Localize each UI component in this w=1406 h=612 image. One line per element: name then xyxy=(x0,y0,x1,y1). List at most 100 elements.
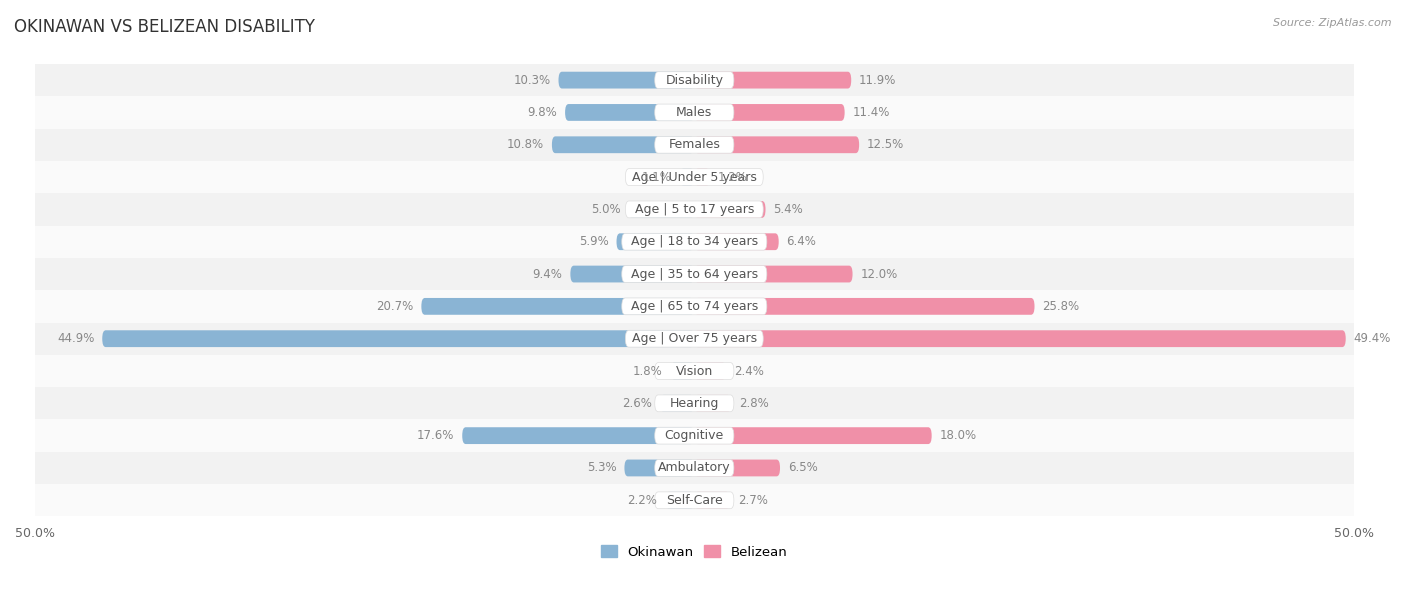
FancyBboxPatch shape xyxy=(621,298,766,315)
Bar xyxy=(35,193,1354,226)
Text: Males: Males xyxy=(676,106,713,119)
Text: 2.2%: 2.2% xyxy=(627,494,658,507)
Text: 2.8%: 2.8% xyxy=(740,397,769,410)
FancyBboxPatch shape xyxy=(695,330,1346,347)
FancyBboxPatch shape xyxy=(655,427,734,444)
FancyBboxPatch shape xyxy=(565,104,695,121)
Bar xyxy=(35,258,1354,290)
Text: Age | 18 to 34 years: Age | 18 to 34 years xyxy=(631,235,758,248)
FancyBboxPatch shape xyxy=(695,169,710,185)
Text: 25.8%: 25.8% xyxy=(1042,300,1080,313)
Text: 5.9%: 5.9% xyxy=(579,235,609,248)
FancyBboxPatch shape xyxy=(695,362,725,379)
FancyBboxPatch shape xyxy=(655,72,734,89)
Text: Age | Over 75 years: Age | Over 75 years xyxy=(631,332,756,345)
FancyBboxPatch shape xyxy=(624,460,695,476)
Text: 2.4%: 2.4% xyxy=(734,365,763,378)
FancyBboxPatch shape xyxy=(571,266,695,283)
Text: 5.4%: 5.4% xyxy=(773,203,803,216)
Bar xyxy=(35,452,1354,484)
Text: Age | 35 to 64 years: Age | 35 to 64 years xyxy=(631,267,758,280)
FancyBboxPatch shape xyxy=(655,492,734,509)
FancyBboxPatch shape xyxy=(695,298,1035,315)
Text: 11.9%: 11.9% xyxy=(859,73,897,87)
Text: 2.7%: 2.7% xyxy=(738,494,768,507)
FancyBboxPatch shape xyxy=(626,330,763,347)
Legend: Okinawan, Belizean: Okinawan, Belizean xyxy=(596,540,793,564)
Text: 9.4%: 9.4% xyxy=(533,267,562,280)
Text: 1.1%: 1.1% xyxy=(643,171,672,184)
Text: Age | 65 to 74 years: Age | 65 to 74 years xyxy=(631,300,758,313)
Text: Self-Care: Self-Care xyxy=(666,494,723,507)
Bar xyxy=(35,484,1354,517)
FancyBboxPatch shape xyxy=(695,395,731,412)
FancyBboxPatch shape xyxy=(695,492,730,509)
FancyBboxPatch shape xyxy=(665,492,695,509)
FancyBboxPatch shape xyxy=(695,201,765,218)
FancyBboxPatch shape xyxy=(422,298,695,315)
Text: 6.4%: 6.4% xyxy=(786,235,817,248)
FancyBboxPatch shape xyxy=(616,233,695,250)
FancyBboxPatch shape xyxy=(558,72,695,89)
Text: 12.5%: 12.5% xyxy=(868,138,904,151)
Text: Cognitive: Cognitive xyxy=(665,429,724,442)
Bar xyxy=(35,161,1354,193)
Text: 10.3%: 10.3% xyxy=(513,73,551,87)
Text: 49.4%: 49.4% xyxy=(1354,332,1391,345)
FancyBboxPatch shape xyxy=(628,201,695,218)
FancyBboxPatch shape xyxy=(626,201,763,218)
FancyBboxPatch shape xyxy=(626,169,763,185)
FancyBboxPatch shape xyxy=(695,460,780,476)
Text: Hearing: Hearing xyxy=(669,397,718,410)
FancyBboxPatch shape xyxy=(695,136,859,153)
Bar xyxy=(35,226,1354,258)
FancyBboxPatch shape xyxy=(695,104,845,121)
Text: 11.4%: 11.4% xyxy=(852,106,890,119)
Text: OKINAWAN VS BELIZEAN DISABILITY: OKINAWAN VS BELIZEAN DISABILITY xyxy=(14,18,315,36)
FancyBboxPatch shape xyxy=(671,362,695,379)
Text: 10.8%: 10.8% xyxy=(508,138,544,151)
FancyBboxPatch shape xyxy=(553,136,695,153)
FancyBboxPatch shape xyxy=(695,266,852,283)
FancyBboxPatch shape xyxy=(655,104,734,121)
Bar xyxy=(35,419,1354,452)
FancyBboxPatch shape xyxy=(621,266,766,283)
Text: 18.0%: 18.0% xyxy=(939,429,977,442)
Text: Source: ZipAtlas.com: Source: ZipAtlas.com xyxy=(1274,18,1392,28)
Text: 12.0%: 12.0% xyxy=(860,267,897,280)
FancyBboxPatch shape xyxy=(655,395,734,412)
FancyBboxPatch shape xyxy=(463,427,695,444)
Text: 2.6%: 2.6% xyxy=(623,397,652,410)
Text: 6.5%: 6.5% xyxy=(787,461,818,474)
Text: 20.7%: 20.7% xyxy=(377,300,413,313)
Bar xyxy=(35,323,1354,355)
Text: Ambulatory: Ambulatory xyxy=(658,461,731,474)
FancyBboxPatch shape xyxy=(655,136,734,153)
FancyBboxPatch shape xyxy=(659,395,695,412)
Text: Vision: Vision xyxy=(676,365,713,378)
FancyBboxPatch shape xyxy=(695,427,932,444)
Bar xyxy=(35,355,1354,387)
Text: 5.0%: 5.0% xyxy=(591,203,620,216)
Text: 44.9%: 44.9% xyxy=(58,332,94,345)
Text: 1.8%: 1.8% xyxy=(633,365,662,378)
Bar xyxy=(35,290,1354,323)
Bar xyxy=(35,129,1354,161)
Bar xyxy=(35,64,1354,96)
Bar xyxy=(35,96,1354,129)
Text: 5.3%: 5.3% xyxy=(586,461,616,474)
Text: Disability: Disability xyxy=(665,73,723,87)
FancyBboxPatch shape xyxy=(681,169,695,185)
FancyBboxPatch shape xyxy=(655,362,734,379)
Text: Females: Females xyxy=(668,138,720,151)
FancyBboxPatch shape xyxy=(695,72,851,89)
Text: Age | Under 5 years: Age | Under 5 years xyxy=(631,171,756,184)
Text: 17.6%: 17.6% xyxy=(418,429,454,442)
FancyBboxPatch shape xyxy=(695,233,779,250)
FancyBboxPatch shape xyxy=(103,330,695,347)
FancyBboxPatch shape xyxy=(655,460,734,476)
Text: Age | 5 to 17 years: Age | 5 to 17 years xyxy=(634,203,754,216)
FancyBboxPatch shape xyxy=(621,233,766,250)
Text: 9.8%: 9.8% xyxy=(527,106,557,119)
Text: 1.2%: 1.2% xyxy=(718,171,748,184)
